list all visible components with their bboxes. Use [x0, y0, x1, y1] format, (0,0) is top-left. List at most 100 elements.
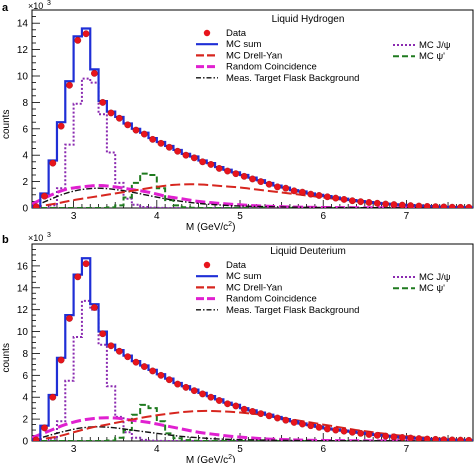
data-point: [299, 420, 306, 428]
legend-label: Meas. Target Flask Background: [226, 73, 359, 84]
data-point: [157, 139, 165, 147]
y-axis-label: counts: [1, 110, 12, 139]
data-point: [232, 170, 240, 178]
data-point: [140, 363, 148, 370]
data-point: [32, 203, 40, 208]
y-tick-label: 16: [17, 261, 29, 272]
data-point: [299, 188, 306, 196]
legend-label: Data: [226, 28, 247, 39]
data-point: [74, 36, 82, 44]
panel-label: b: [2, 234, 9, 246]
y-tick-label: 4: [22, 393, 28, 404]
x-axis-label-close: ): [232, 222, 235, 233]
data-point: [49, 393, 57, 401]
series-mc-drell-yan-line: [32, 409, 473, 441]
panel-label: a: [2, 2, 9, 14]
x-tick-label: 5: [237, 444, 243, 455]
data-point: [182, 383, 190, 391]
data-point: [57, 122, 65, 130]
y-tick-label: 10: [17, 72, 29, 83]
legend-marker: [203, 29, 211, 37]
y-tick-label: 14: [17, 283, 29, 294]
y-tick-label: 12: [17, 305, 29, 316]
data-point: [249, 408, 256, 415]
axis-multiplier: ×10: [28, 1, 43, 11]
data-point: [41, 424, 48, 432]
data-point: [232, 402, 240, 410]
data-point: [190, 154, 198, 162]
data-point: [165, 376, 173, 384]
legend-entry: Meas. Target Flask Background: [196, 73, 359, 84]
data-point: [240, 172, 248, 180]
legend-label: Meas. Target Flask Background: [226, 305, 359, 316]
data-point: [165, 143, 173, 151]
plot-area: [32, 257, 473, 441]
data-point: [415, 435, 423, 441]
data-point: [91, 69, 98, 77]
legend-entry: MC Drell-Yan: [196, 50, 282, 61]
legend-entry: Random Coincidence: [196, 294, 317, 305]
legend-label: MC sum: [226, 39, 261, 50]
data-point: [307, 422, 315, 430]
data-point: [290, 187, 298, 195]
x-tick-label: 4: [154, 211, 160, 222]
chart-title: Liquid Hydrogen: [272, 14, 345, 25]
legend-label: MC sum: [226, 271, 261, 282]
y-tick-label: 6: [22, 124, 28, 135]
data-point: [323, 193, 331, 201]
y-tick-label: 8: [22, 349, 28, 360]
data-point: [390, 433, 398, 441]
data-point: [373, 199, 381, 207]
data-point: [340, 196, 348, 203]
series-mc-line: [32, 403, 473, 441]
data-point: [91, 304, 98, 311]
y-axis-label: counts: [1, 343, 12, 372]
data-point: [66, 81, 73, 89]
y-tick-label: 2: [22, 177, 28, 188]
data-point: [57, 356, 65, 364]
data-point: [340, 427, 348, 435]
data-point: [32, 436, 40, 441]
data-point: [82, 30, 90, 38]
axis-multiplier-exponent: 3: [47, 232, 51, 239]
legend-entry: Random Coincidence: [196, 62, 317, 73]
axis-multiplier-exponent: 3: [47, 0, 51, 7]
data-point: [274, 414, 281, 422]
data-point: [215, 164, 223, 172]
x-tick-label: 3: [71, 444, 77, 455]
legend-entry: MC sum: [196, 39, 261, 50]
data-point: [382, 432, 390, 440]
data-point: [290, 418, 298, 426]
data-point: [149, 135, 157, 143]
legend-label: MC ψ': [419, 283, 445, 294]
data-point: [332, 426, 340, 434]
legend-entry: Meas. Target Flask Background: [196, 305, 359, 316]
data-point: [174, 380, 182, 388]
x-axis-label: M (GeV/c2): [186, 221, 235, 233]
data-point: [423, 203, 431, 208]
x-tick-label: 5: [237, 211, 243, 222]
data-point: [398, 434, 406, 441]
legend-entry: MC ψ': [393, 283, 445, 294]
data-point: [315, 192, 323, 199]
x-tick-label: 7: [404, 211, 410, 222]
data-point: [207, 393, 215, 401]
legend-marker: [203, 261, 211, 269]
data-point: [348, 428, 356, 436]
data-point: [249, 175, 256, 183]
data-point: [407, 202, 414, 208]
data-point: [457, 436, 464, 441]
data-point: [199, 158, 206, 166]
data-point: [373, 431, 381, 439]
legend-label: MC Drell-Yan: [226, 50, 282, 61]
data-point: [415, 202, 423, 208]
series-random-coincidence-line: [32, 416, 473, 441]
data-point: [182, 151, 190, 159]
data-point: [199, 390, 206, 398]
data-point: [99, 330, 107, 338]
legend-entry: MC ψ': [393, 51, 445, 62]
data-point: [390, 201, 398, 208]
y-tick-label: 6: [22, 371, 28, 382]
